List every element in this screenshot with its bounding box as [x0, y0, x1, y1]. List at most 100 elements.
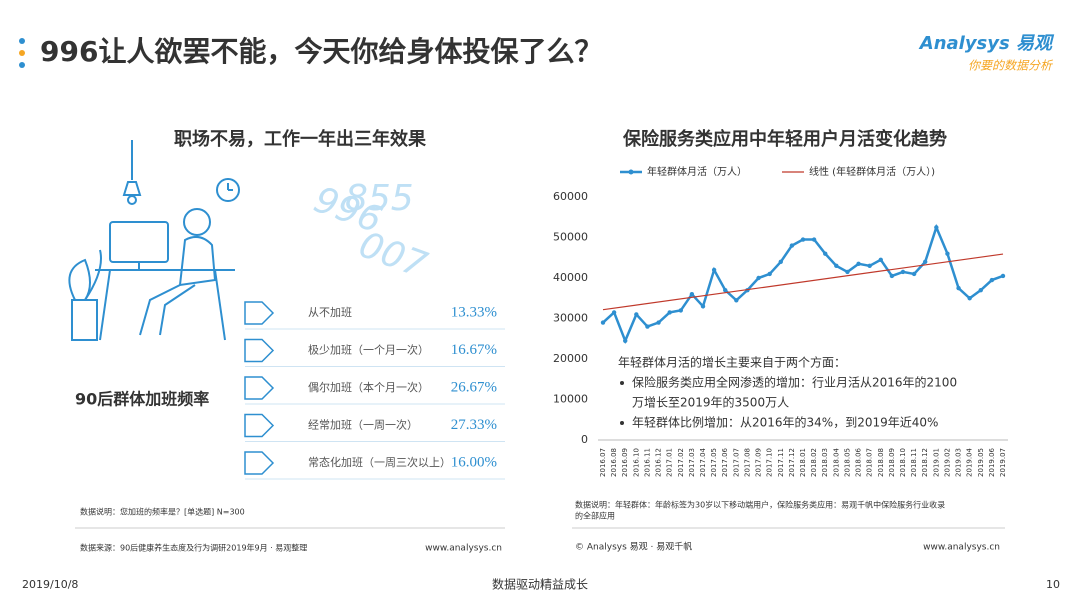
x-tick-label: 2017.06	[721, 447, 729, 476]
data-point	[634, 312, 639, 317]
data-point	[700, 304, 706, 309]
y-tick-label: 50000	[553, 231, 588, 244]
data-point	[711, 267, 717, 273]
x-tick-label: 2018.06	[855, 447, 863, 476]
y-tick-label: 30000	[553, 312, 588, 325]
data-point	[945, 251, 950, 256]
x-tick-label: 2017.09	[755, 448, 763, 477]
x-tick-label: 2017.04	[699, 447, 707, 476]
logo: Analysys 易观	[918, 33, 1055, 54]
data-point	[878, 257, 883, 262]
dot	[19, 50, 25, 56]
data-point	[667, 310, 672, 315]
data-point	[689, 292, 695, 297]
x-tick-label: 2017.10	[766, 448, 774, 477]
data-line	[602, 223, 1004, 345]
x-tick-label: 2016.10	[632, 448, 640, 477]
item-arrow	[244, 451, 275, 475]
data-point	[900, 269, 906, 275]
data-point	[978, 287, 983, 293]
site: www.analysys.cn	[425, 544, 502, 554]
x-tick-label: 2016.07	[599, 448, 607, 477]
annotation-line: 万增长至2019年的3500万人	[632, 395, 789, 410]
x-tick-label: 2017.07	[732, 448, 740, 477]
legend-label: 线性 (年轻群体月活（万人）)	[809, 165, 935, 178]
y-tick-label: 10000	[553, 393, 588, 406]
illustration	[68, 140, 240, 341]
item-label: 从不加班	[308, 306, 352, 319]
x-tick-label: 2017.02	[677, 448, 685, 477]
x-tick-label: 2019.01	[932, 448, 940, 477]
annotation-line: 保险服务类应用全网渗透的增加：行业月活从2016年的2100	[632, 375, 957, 390]
item-percent: 16.67%	[451, 342, 497, 358]
trend-line	[602, 253, 1004, 311]
decor: 007	[354, 224, 433, 286]
data-point	[1000, 273, 1006, 279]
data-point	[645, 324, 650, 329]
x-tick-label: 2018.10	[899, 448, 907, 477]
data-point	[734, 298, 739, 303]
data-point	[811, 237, 817, 242]
footer-date: 2019/10/8	[22, 578, 78, 591]
annotation-lead: 年轻群体月活的增长主要来自于两个方面：	[618, 355, 846, 370]
side-label: 90后群体加班频率	[75, 390, 209, 409]
data-point	[767, 271, 772, 277]
x-tick-label: 2019.02	[943, 448, 951, 477]
x-tick-label: 2018.08	[877, 448, 885, 477]
x-tick-label: 2019.04	[966, 447, 974, 476]
site: www.analysys.cn	[923, 543, 1000, 553]
item-label: 经常加班（一周一次）	[308, 418, 418, 432]
x-tick-label: 2019.05	[977, 448, 985, 477]
x-tick-label: 2018.02	[810, 448, 818, 477]
y-tick-label: 60000	[553, 190, 588, 203]
footer-slogan: 数据驱动精益成长	[492, 577, 588, 592]
data-point	[867, 263, 872, 269]
y-tick-label: 0	[581, 433, 588, 446]
x-tick-label: 2019.07	[999, 448, 1007, 477]
x-tick-label: 2017.01	[666, 448, 674, 477]
note: 数据说明：年轻群体：年龄标签为30岁以下移动端用户，保险服务类应用：易观千帆中保…	[575, 500, 945, 510]
data-point	[611, 310, 617, 315]
data-point	[911, 271, 917, 277]
data-point	[856, 261, 861, 267]
item-arrow	[244, 376, 275, 400]
data-point	[989, 277, 995, 283]
slogan: 你要的数据分析	[968, 59, 1054, 73]
data-point	[967, 296, 972, 301]
x-tick-label: 2018.09	[888, 448, 896, 477]
x-tick-label: 2016.11	[643, 448, 651, 477]
bullet	[620, 421, 624, 425]
data-point	[789, 243, 795, 248]
note: 的全部应用	[575, 511, 615, 521]
y-tick-label: 40000	[553, 271, 588, 284]
item-percent: 26.67%	[451, 379, 497, 395]
x-tick-label: 2017.03	[688, 448, 696, 477]
x-tick-label: 2018.01	[799, 448, 807, 477]
item-percent: 13.33%	[451, 304, 497, 320]
data-point	[778, 259, 783, 264]
data-point	[923, 259, 928, 264]
item-label: 极少加班（一个月一次）	[308, 343, 429, 357]
data-point	[823, 251, 828, 256]
x-tick-label: 2018.05	[843, 448, 851, 477]
data-point	[845, 269, 850, 275]
chart-title: 保险服务类应用中年轻用户月活变化趋势	[622, 128, 947, 150]
x-tick-label: 2018.12	[921, 448, 929, 477]
dot	[19, 38, 25, 44]
annotation-line: 年轻群体比例增加：从2016年的34%，到2019年近40%	[632, 415, 938, 430]
x-tick-label: 2017.08	[743, 448, 751, 477]
data-point	[834, 263, 839, 269]
data-point	[656, 320, 661, 325]
source: © Analysys 易观 · 易观千帆	[575, 541, 692, 553]
note: 数据说明：您加班的频率是？[单选题] N=300	[80, 507, 245, 517]
x-tick-label: 2019.03	[955, 448, 963, 477]
x-tick-label: 2018.04	[832, 447, 840, 476]
item-arrow	[244, 413, 275, 438]
data-point	[723, 287, 728, 293]
dot	[19, 62, 25, 68]
x-tick-label: 2016.12	[655, 448, 663, 477]
source: 数据来源：90后健康养生态度及行为调研2019年9月 · 易观整理	[80, 543, 307, 553]
item-label: 偶尔加班（本个月一次）	[308, 380, 429, 394]
item-arrow	[244, 338, 275, 363]
